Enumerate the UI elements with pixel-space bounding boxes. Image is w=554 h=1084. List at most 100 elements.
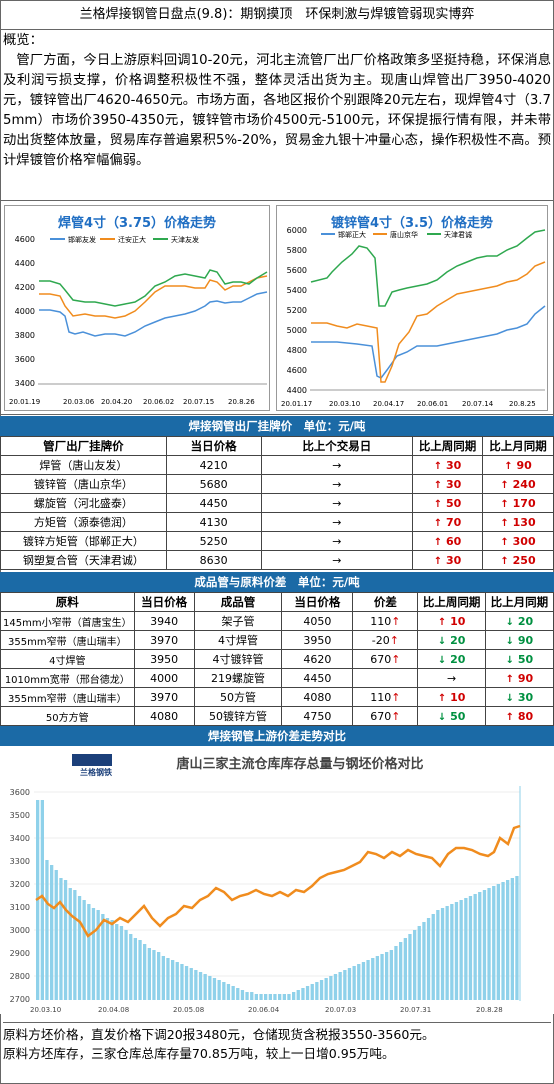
product-cell: 219螺旋管 xyxy=(193,668,283,688)
week-change-cell: ↓ 20 xyxy=(417,649,486,669)
inventory-bar xyxy=(124,930,128,1000)
inventory-bar xyxy=(408,934,412,1000)
raw-price-cell: 3970 xyxy=(133,630,195,650)
product-cell: 架子管 xyxy=(193,611,283,631)
inventory-bar xyxy=(194,970,198,1000)
legend-item: 邯郸友发 xyxy=(68,235,96,244)
inventory-bar xyxy=(394,946,398,1000)
month-change-cell: ↑ 170 xyxy=(482,493,554,513)
inventory-bar xyxy=(501,882,505,1000)
inventory-bar xyxy=(189,968,193,1000)
product-cell: 4寸镀锌管 xyxy=(193,649,283,669)
page-title: 兰格焊接钢管日盘点(9.8)：期钢摸顶 环保刺激与焊镀管弱现实博弈 xyxy=(0,0,554,30)
weld-pipe-x-axis: 20.01.19 20.03.06 20.04.20 20.06.02 20.0… xyxy=(9,398,255,406)
inventory-bar xyxy=(63,880,68,1000)
raw-material-cell: 355mm窄带（唐山瑞丰） xyxy=(0,687,135,707)
week-change-cell: ↑ 60 xyxy=(412,531,484,551)
inventory-bar xyxy=(143,944,147,1000)
raw-material-cell: 1010mm宽带（邢台德龙） xyxy=(0,668,135,688)
inventory-bar xyxy=(152,950,156,1000)
table-row: 50方方管 4080 50镀锌方管 4750 670↑ ↓ 50 ↑ 80 xyxy=(0,706,554,726)
inventory-bar xyxy=(338,972,342,1000)
product-price-cell: 4620 xyxy=(281,649,354,669)
day-change-cell: → xyxy=(260,474,414,494)
legend-item: 唐山京华 xyxy=(390,230,418,239)
inventory-billet-chart: 兰格钢铁 唐山三家主流仓库库存总量与钢坯价格对比 3600 3500 3400 … xyxy=(0,746,554,1014)
series-line xyxy=(310,229,546,307)
inventory-bar xyxy=(496,884,500,1000)
spread-cell: 110↑ xyxy=(352,611,419,631)
table-row: 焊管（唐山友发） 4210 → ↑ 30 ↑ 90 xyxy=(0,455,554,475)
svg-text:20.06.02: 20.06.02 xyxy=(143,398,174,406)
galv-pipe-legend: 邯郸正大 唐山京华 天津君诚 xyxy=(321,230,472,239)
inventory-bar xyxy=(157,952,161,1000)
price-charts: 焊管4寸（3.75）价格走势 邯郸友发 迁安正大 天津友发 4600 4400 … xyxy=(0,200,554,415)
product-name: 钢塑复合管（天津君诚） xyxy=(0,550,167,570)
inventory-bar xyxy=(208,976,212,1000)
inventory-bar xyxy=(133,938,137,1000)
weld-pipe-y-axis: 4600 4400 4200 4000 3800 3600 3400 xyxy=(15,235,35,388)
price-cell: 4130 xyxy=(165,512,262,532)
price-cell: 4450 xyxy=(165,493,262,513)
spread-table: 原料 当日价格 成品管 当日价格 价差 比上周同期 比上月同期 145mm小窄带（首唐宝生）… xyxy=(0,592,554,726)
table-row: 螺旋管（河北盛泰） 4450 → ↑ 50 ↑ 170 xyxy=(0,493,554,513)
inventory-bar xyxy=(115,924,119,1000)
svg-text:2700: 2700 xyxy=(10,995,30,1004)
inventory-bar xyxy=(301,988,305,1000)
inventory-bar xyxy=(147,948,151,1000)
inventory-bar xyxy=(166,958,170,1000)
inventory-bar xyxy=(203,974,207,1000)
inventory-bar xyxy=(417,926,421,1000)
spread-cell xyxy=(352,668,419,688)
svg-text:6000: 6000 xyxy=(287,226,307,235)
month-change-cell: ↑ 300 xyxy=(482,531,554,551)
svg-text:20.07.14: 20.07.14 xyxy=(462,400,494,408)
svg-text:4000: 4000 xyxy=(15,307,35,316)
svg-text:20.03.10: 20.03.10 xyxy=(329,400,360,408)
factory-price-table: 管厂出厂挂牌价 当日价格 比上个交易日 比上周同期 比上月同期 焊管（唐山友发） 4210… xyxy=(0,436,554,570)
svg-text:4200: 4200 xyxy=(15,283,35,292)
month-change-cell: ↓ 90 xyxy=(484,630,554,650)
price-cell: 8630 xyxy=(165,550,262,570)
product-price-cell: 4050 xyxy=(281,611,354,631)
inventory-bar xyxy=(40,800,44,1000)
table-row: 方矩管（源泰德润） 4130 → ↑ 70 ↑ 130 xyxy=(0,512,554,532)
price-cell: 5680 xyxy=(165,474,262,494)
weld-pipe-chart-title: 焊管4寸（3.75）价格走势 xyxy=(57,216,217,231)
inventory-bar xyxy=(254,994,258,1000)
week-change-cell: ↑ 70 xyxy=(412,512,484,532)
svg-text:5200: 5200 xyxy=(287,306,307,315)
inventory-bar xyxy=(240,990,245,1000)
svg-text:3400: 3400 xyxy=(15,379,35,388)
raw-price-cell: 3950 xyxy=(133,649,195,669)
overview-section: 概览： 管厂方面，今日上游原料回调10-20元，河北主流管厂出厂价格政策多坚挺持… xyxy=(3,31,551,199)
raw-price-cell: 4000 xyxy=(133,668,195,688)
inventory-bar xyxy=(175,962,179,1000)
inventory-bar xyxy=(329,976,333,1000)
table-row: 355mm窄带（唐山瑞丰） 3970 50方管 4080 110↑ ↑ 10 ↓ 30 xyxy=(0,687,554,707)
billet-price-line xyxy=(35,824,521,938)
raw-price-cell: 3940 xyxy=(133,611,195,631)
month-change-cell: ↑ 250 xyxy=(482,550,554,570)
inventory-bar xyxy=(361,962,366,1000)
svg-text:3000: 3000 xyxy=(10,926,30,935)
inventory-bar xyxy=(273,994,277,1000)
table-row: 钢塑复合管（天津君诚） 8630 → ↑ 30 ↑ 250 xyxy=(0,550,554,570)
day-change-cell: → xyxy=(260,455,414,475)
footer-billet-inventory: 原料方坯库存，三家仓库总库存量70.85万吨，较上一日增0.95万吨。 xyxy=(3,1046,395,1061)
inventory-bar xyxy=(324,978,328,1000)
week-change-cell: ↓ 50 xyxy=(417,706,486,726)
table-row: 4寸焊管 3950 4寸镀锌管 4620 670↑ ↓ 20 ↓ 50 xyxy=(0,649,554,669)
product-name: 镀锌方矩管（邯郸正大） xyxy=(0,531,167,551)
svg-text:4600: 4600 xyxy=(287,366,307,375)
week-change-cell: ↑ 30 xyxy=(412,455,484,475)
inventory-bar xyxy=(515,876,519,1000)
inventory-bar xyxy=(282,994,286,1000)
bottom-y-axis: 3600 3500 3400 3300 3200 3100 3000 2900 … xyxy=(10,788,30,1004)
inventory-bar xyxy=(478,892,482,1000)
svg-text:20.03.06: 20.03.06 xyxy=(63,398,95,406)
inventory-bar xyxy=(171,960,175,1000)
inventory-bar xyxy=(231,986,235,1000)
series-line xyxy=(311,305,546,379)
upstream-spread-bar: 焊接钢管上游价差走势对比 xyxy=(0,726,554,746)
